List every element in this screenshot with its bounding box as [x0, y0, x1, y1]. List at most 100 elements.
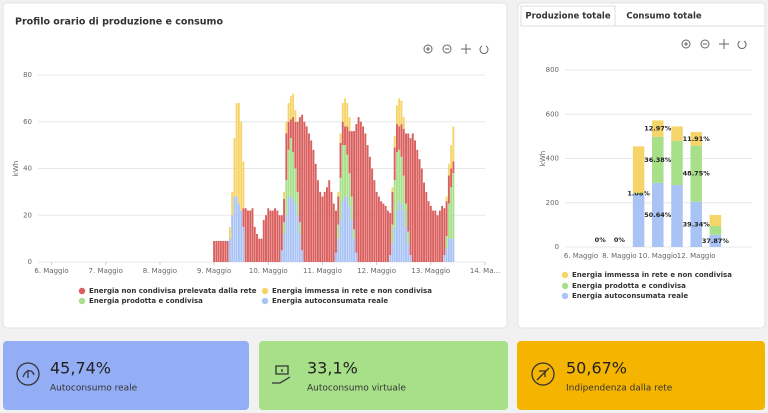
- legend-label: Energia immessa in rete e non condivisa: [272, 287, 432, 295]
- y-tick-label: 600: [546, 110, 559, 118]
- bar-segment: [326, 187, 328, 262]
- bar-segment: [709, 225, 722, 235]
- bar-segment: [447, 175, 450, 204]
- bar-segment: [256, 233, 258, 262]
- data-label: 50.64%: [644, 211, 672, 219]
- legend-swatch: [561, 282, 569, 290]
- legend-swatch: [561, 271, 569, 279]
- bar-segment: [671, 140, 683, 186]
- bar-segment: [337, 224, 340, 239]
- kpi-value: 45,74%: [50, 359, 111, 378]
- bar-segment: [231, 191, 234, 216]
- bar-segment: [353, 229, 356, 239]
- bar-segment: [305, 126, 308, 262]
- bar-segment: [337, 238, 340, 262]
- bar-segment: [348, 173, 351, 206]
- bar-segment: [228, 238, 231, 262]
- bar-segment: [219, 240, 222, 262]
- x-tick-label: 9. Maggio: [197, 267, 231, 275]
- bar-segment: [368, 156, 371, 262]
- bar-segment: [398, 126, 401, 150]
- bar-segment: [226, 240, 229, 262]
- bar-segment: [447, 238, 450, 262]
- x-tick-label: 6. Maggio: [564, 252, 598, 260]
- bar-segment: [652, 136, 664, 183]
- bar-segment: [344, 145, 346, 197]
- bar-segment: [452, 161, 455, 174]
- bar-segment: [407, 231, 410, 244]
- bar-segment: [393, 180, 396, 227]
- bar-segment: [671, 126, 683, 141]
- data-label: 12.97%: [644, 125, 672, 133]
- bar-segment: [292, 93, 295, 118]
- bar-segment: [267, 208, 270, 262]
- bar-segment: [425, 191, 428, 262]
- bar-segment: [447, 203, 450, 239]
- bar-segment: [450, 145, 453, 169]
- bar-segment: [298, 117, 301, 223]
- bar-segment: [339, 142, 342, 178]
- bar-segment: [280, 215, 283, 251]
- bar-segment: [420, 168, 423, 262]
- bar-segment: [393, 147, 396, 181]
- bar-segment: [402, 210, 405, 262]
- bar-segment: [253, 226, 256, 262]
- bar-segment: [321, 196, 324, 262]
- bar-segment: [283, 191, 286, 199]
- bar-segment: [355, 252, 358, 262]
- bar-segment: [301, 250, 304, 262]
- bar-segment: [402, 128, 405, 176]
- legend-swatch: [561, 292, 569, 300]
- bar-segment: [310, 140, 313, 262]
- bar-segment: [632, 146, 645, 193]
- bar-segment: [237, 203, 240, 262]
- y-tick-label: 80: [23, 71, 32, 79]
- bar-segment: [285, 215, 288, 262]
- tab-active[interactable]: [520, 5, 616, 27]
- legend-label: Energia prodotta e condivisa: [89, 297, 203, 305]
- legend-swatch: [261, 287, 269, 295]
- bar-segment: [445, 247, 448, 262]
- bar-segment: [393, 226, 396, 262]
- bar-segment: [335, 252, 337, 262]
- legend-label: Energia prodotta e condivisa: [572, 282, 686, 290]
- bar-segment: [652, 182, 664, 247]
- bar-segment: [319, 191, 322, 262]
- bar-segment: [348, 205, 351, 262]
- bar-segment: [346, 103, 349, 127]
- bar-segment: [339, 177, 342, 220]
- bar-segment: [337, 191, 340, 197]
- bar-segment: [450, 187, 453, 239]
- bar-segment: [296, 191, 299, 216]
- bar-segment: [251, 208, 254, 262]
- bar-segment: [709, 234, 722, 247]
- bar-segment: [362, 126, 365, 262]
- legend-label: Energia non condivisa prelevata dalla re…: [89, 287, 257, 295]
- tab[interactable]: Consumo totale: [626, 12, 702, 22]
- bar-segment: [260, 238, 263, 262]
- bar-segment: [285, 121, 288, 134]
- bar-segment: [441, 205, 444, 262]
- legend-swatch: [261, 297, 269, 305]
- bar-segment: [353, 131, 356, 230]
- bar-segment: [240, 210, 243, 262]
- bar-segment: [233, 138, 236, 197]
- bar-segment: [344, 98, 346, 127]
- bar-segment: [371, 168, 374, 262]
- bar-segment: [409, 138, 412, 255]
- bar-segment: [276, 210, 279, 262]
- bar-segment: [400, 156, 403, 204]
- bar-segment: [274, 208, 277, 262]
- toolbar[interactable]: [423, 39, 747, 54]
- bar-segment: [382, 203, 385, 262]
- bar-segment: [285, 133, 288, 181]
- bar-segment: [292, 152, 295, 199]
- bar-segment: [690, 201, 702, 247]
- bar-segment: [395, 105, 398, 125]
- tab[interactable]: Produzione totale: [525, 12, 610, 22]
- x-tick-label: 14. Ma...: [470, 267, 500, 275]
- bar-segment: [280, 250, 283, 262]
- bar-segment: [224, 240, 227, 262]
- bar-segment: [292, 198, 295, 262]
